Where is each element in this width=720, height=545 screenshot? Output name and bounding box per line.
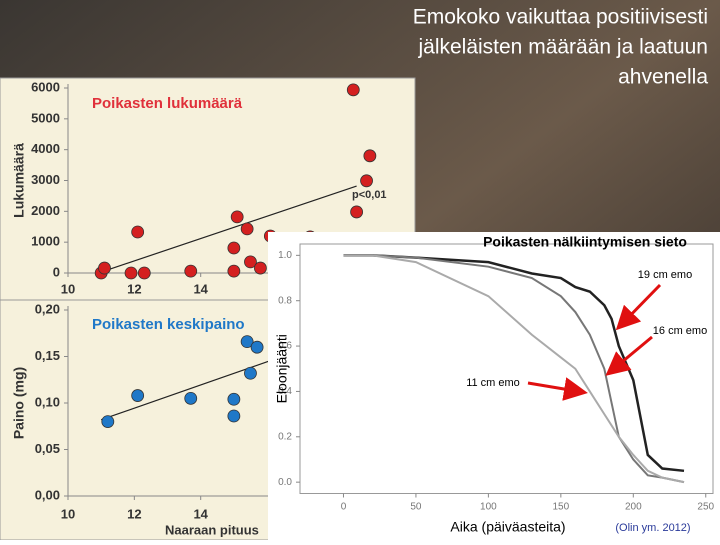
x-tick-label: 14 (193, 281, 208, 296)
data-point (240, 335, 254, 349)
x-tick-label: 12 (127, 281, 141, 296)
note: (Olin ym. 2012) (615, 522, 690, 534)
y-axis-label: Paino (mg) (11, 367, 27, 439)
annotation: p<0,01 (352, 189, 387, 201)
arrow (615, 283, 662, 331)
data-point (124, 266, 138, 280)
y-tick-label: 3000 (31, 172, 60, 187)
trend-line (100, 185, 357, 273)
x-axis-label: Aika (päiväasteita) (450, 519, 565, 535)
data-point (137, 266, 151, 280)
arrow (605, 335, 653, 376)
data-point (227, 409, 241, 423)
x-tick-label: 200 (625, 502, 642, 513)
arrows (527, 283, 662, 401)
data-point (101, 415, 115, 429)
title-line: ahvenella (618, 66, 708, 89)
title-line: jälkeläisten määrään ja laatuun (417, 36, 708, 59)
y-tick-label: 0,05 (35, 441, 60, 456)
plot-frame (299, 243, 714, 494)
y-tick-label: 0 (53, 264, 60, 279)
chart-count: 0 1000 2000 3000 4000 5000 6000 10 12 14 Lukumäärä… (11, 79, 413, 296)
chart-title: Poikasten lukumäärä (92, 95, 243, 112)
x-tick-label: 0 (341, 502, 347, 513)
survival-curve (343, 254, 685, 484)
legend-label: 19 cm emo (638, 269, 692, 281)
data-point (230, 210, 244, 224)
data-point (98, 261, 111, 275)
survival-curve (343, 254, 685, 484)
x-tick-label: 250 (697, 502, 714, 513)
data-point (254, 261, 267, 275)
y-tick-label: 0.2 (278, 431, 292, 442)
data-point (227, 241, 241, 255)
data-point (350, 205, 364, 219)
arrow (527, 377, 588, 401)
x-axis-label: Naaraan pituus (165, 522, 259, 537)
y-axis-label: Eloonjäänti (274, 334, 290, 403)
panel-survival (268, 232, 720, 540)
y-tick-label: 5000 (31, 110, 60, 125)
x-tick-label: 100 (480, 502, 497, 513)
legend-label: 16 cm emo (653, 325, 707, 337)
data-point (346, 83, 360, 97)
y-tick-label: 1000 (31, 234, 60, 249)
data-point (250, 340, 264, 354)
data-point (244, 255, 257, 269)
data-point (131, 225, 145, 239)
y-tick-label: 0.8 (278, 295, 292, 306)
y-tick-label: 4000 (31, 141, 60, 156)
y-tick-label: 0,15 (35, 348, 60, 363)
y-axis-label: Lukumäärä (11, 143, 27, 218)
data-point (131, 389, 145, 402)
data-point (227, 392, 241, 406)
data-point (184, 391, 198, 405)
y-tick-label: 0.6 (278, 341, 292, 352)
data-point (244, 366, 257, 380)
y-tick-label: 0.0 (278, 477, 292, 488)
data-point (360, 174, 373, 188)
chart-survival: 0.0 0.2 0.4 0.6 0.8 1.0 0 50 100 150 200 250 Eloonjä… (274, 234, 715, 535)
x-tick-label: 50 (410, 502, 422, 513)
y-tick-label: 0,20 (35, 301, 60, 316)
data-point (184, 264, 198, 278)
slide-title: Emokoko vaikuttaa positiivisesti jälkelä… (413, 6, 709, 89)
title-line: Emokoko vaikuttaa positiivisesti (413, 6, 708, 29)
y-tick-label: 0,10 (35, 394, 60, 409)
y-tick-label: 1.0 (278, 250, 292, 261)
x-tick-label: 12 (127, 506, 141, 521)
x-tick-label: 14 (193, 506, 208, 521)
y-tick-label: 6000 (31, 79, 60, 94)
data-point (363, 149, 377, 163)
legend-label: 11 cm emo (466, 377, 520, 389)
survival-curve (343, 254, 685, 473)
data-point (240, 222, 254, 236)
chart-title: Poikasten nälkiintymisen sieto (483, 234, 687, 250)
chart-title: Poikasten keskipaino (92, 316, 245, 333)
y-tick-label: 2000 (31, 203, 60, 218)
x-tick-label: 10 (61, 281, 75, 296)
x-tick-label: 10 (61, 506, 75, 521)
y-tick-label: 0,00 (35, 487, 60, 502)
y-tick-label: 0.4 (278, 386, 292, 397)
data-point (227, 264, 241, 278)
x-tick-label: 150 (552, 502, 569, 513)
